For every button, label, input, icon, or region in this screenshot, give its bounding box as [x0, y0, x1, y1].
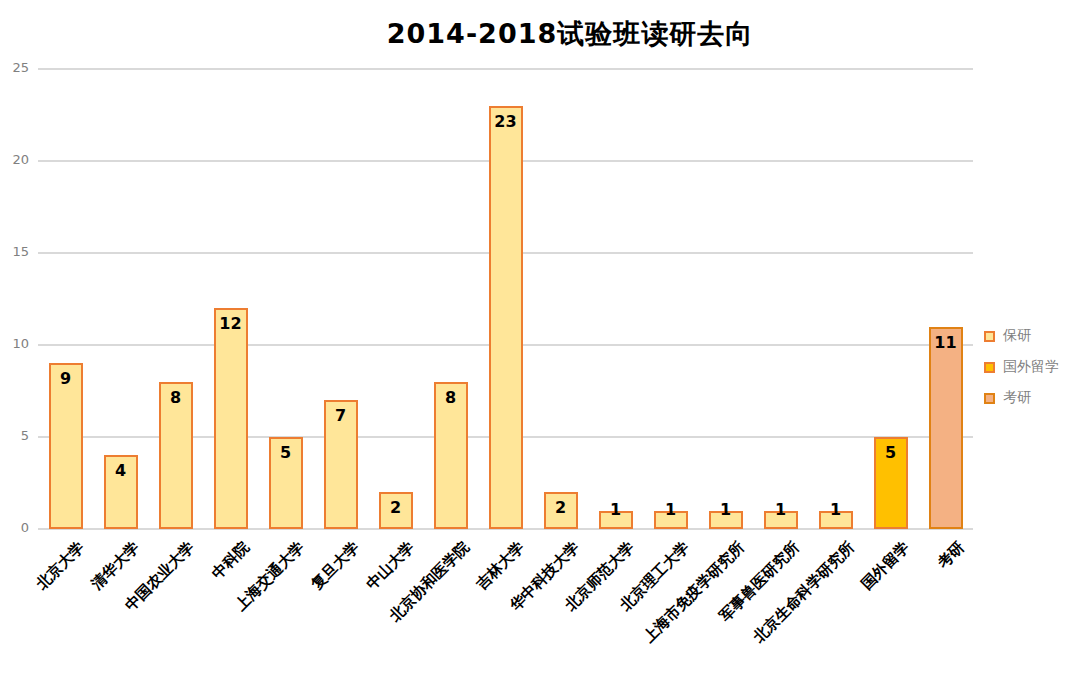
bar-value-label: 2 — [532, 498, 590, 517]
y-axis-tick-label: 0 — [0, 520, 29, 535]
bar-chart: 2014-2018试验班读研去向 05101520259北京大学4清华大学8中国… — [0, 0, 1080, 674]
legend-swatch-icon — [984, 362, 995, 373]
chart-title: 2014-2018试验班读研去向 — [60, 16, 1080, 52]
x-axis-category-label: 中科院 — [208, 538, 253, 583]
gridline — [38, 68, 973, 70]
bar-value-label: 1 — [697, 500, 755, 519]
x-axis-category-label: 北京大学 — [32, 538, 88, 594]
y-axis-tick-label: 20 — [0, 152, 29, 167]
y-axis-tick-label: 15 — [0, 244, 29, 259]
x-axis-category-label: 北京生命科学研究所 — [749, 538, 858, 647]
x-axis-category-label: 考研 — [933, 538, 968, 573]
bar — [489, 106, 523, 529]
x-axis-category-label: 复旦大学 — [307, 538, 363, 594]
bar-value-label: 5 — [257, 443, 315, 462]
bar-value-label: 1 — [642, 500, 700, 519]
bar-value-label: 8 — [422, 388, 480, 407]
bar — [929, 327, 963, 529]
bar-value-label: 1 — [807, 500, 865, 519]
legend-label: 考研 — [1003, 389, 1031, 407]
bar-value-label: 2 — [367, 498, 425, 517]
bar-value-label: 23 — [477, 112, 535, 131]
y-axis-tick-label: 5 — [0, 428, 29, 443]
legend-item: 考研 — [984, 389, 1059, 407]
bar-value-label: 11 — [917, 333, 975, 352]
bar-value-label: 5 — [862, 443, 920, 462]
x-axis-category-label: 中山大学 — [362, 538, 418, 594]
legend: 保研国外留学考研 — [984, 327, 1059, 420]
x-axis-category-label: 清华大学 — [87, 538, 143, 594]
legend-swatch-icon — [984, 393, 995, 404]
x-axis-category-label: 国外留学 — [857, 538, 913, 594]
bar-value-label: 9 — [37, 369, 95, 388]
bar-value-label: 12 — [202, 314, 260, 333]
legend-item: 保研 — [984, 327, 1059, 345]
bar-value-label: 1 — [587, 500, 645, 519]
legend-swatch-icon — [984, 331, 995, 342]
bar — [214, 308, 248, 529]
legend-item: 国外留学 — [984, 358, 1059, 376]
y-axis-tick-label: 25 — [0, 60, 29, 75]
y-axis-tick-label: 10 — [0, 336, 29, 351]
bar-value-label: 8 — [147, 388, 205, 407]
bar-value-label: 7 — [312, 406, 370, 425]
bar-value-label: 4 — [92, 461, 150, 480]
bar-value-label: 1 — [752, 500, 810, 519]
legend-label: 国外留学 — [1003, 358, 1059, 376]
x-axis-category-label: 上海市免疫学研究所 — [639, 538, 748, 647]
x-axis-category-label: 吉林大学 — [472, 538, 528, 594]
legend-label: 保研 — [1003, 327, 1031, 345]
